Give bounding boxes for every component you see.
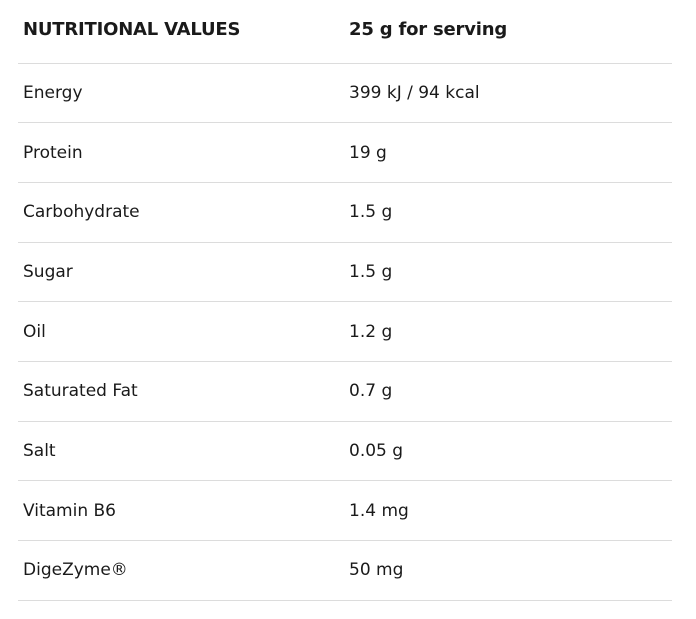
table-header: NUTRITIONAL VALUES 25 g for serving <box>18 0 672 64</box>
header-label: NUTRITIONAL VALUES <box>23 18 241 40</box>
table-row: Saturated Fat 0.7 g <box>18 362 672 422</box>
table-row: DigeZyme® 50 mg <box>18 541 672 601</box>
nutrient-label: Carbohydrate <box>23 202 140 223</box>
table-row: Protein 19 g <box>18 123 672 183</box>
nutrient-value: 1.4 mg <box>349 500 409 521</box>
nutrient-value: 50 mg <box>349 560 404 581</box>
nutrient-label: Sugar <box>23 261 73 282</box>
nutrition-table: NUTRITIONAL VALUES 25 g for serving Ener… <box>18 0 672 601</box>
table-row: Sugar 1.5 g <box>18 243 672 303</box>
table-row: Salt 0.05 g <box>18 422 672 482</box>
nutrient-label: Protein <box>23 142 83 163</box>
nutrient-label: DigeZyme® <box>23 560 128 581</box>
table-row: Vitamin B6 1.4 mg <box>18 481 672 541</box>
nutrient-value: 1.5 g <box>349 202 393 223</box>
nutrient-value: 1.2 g <box>349 321 393 342</box>
table-row: Oil 1.2 g <box>18 302 672 362</box>
table-row: Energy 399 kJ / 94 kcal <box>18 64 672 124</box>
nutrient-value: 399 kJ / 94 kcal <box>349 82 480 103</box>
table-row: Carbohydrate 1.5 g <box>18 183 672 243</box>
header-value: 25 g for serving <box>349 18 508 40</box>
nutrient-value: 0.05 g <box>349 440 404 461</box>
nutrient-value: 0.7 g <box>349 381 393 402</box>
nutrient-value: 19 g <box>349 142 387 163</box>
nutrient-value: 1.5 g <box>349 261 393 282</box>
nutrient-label: Saturated Fat <box>23 381 138 402</box>
nutrient-label: Vitamin B6 <box>23 500 117 521</box>
nutrient-label: Oil <box>23 321 46 342</box>
nutrient-label: Energy <box>23 82 83 103</box>
nutrient-label: Salt <box>23 440 56 461</box>
